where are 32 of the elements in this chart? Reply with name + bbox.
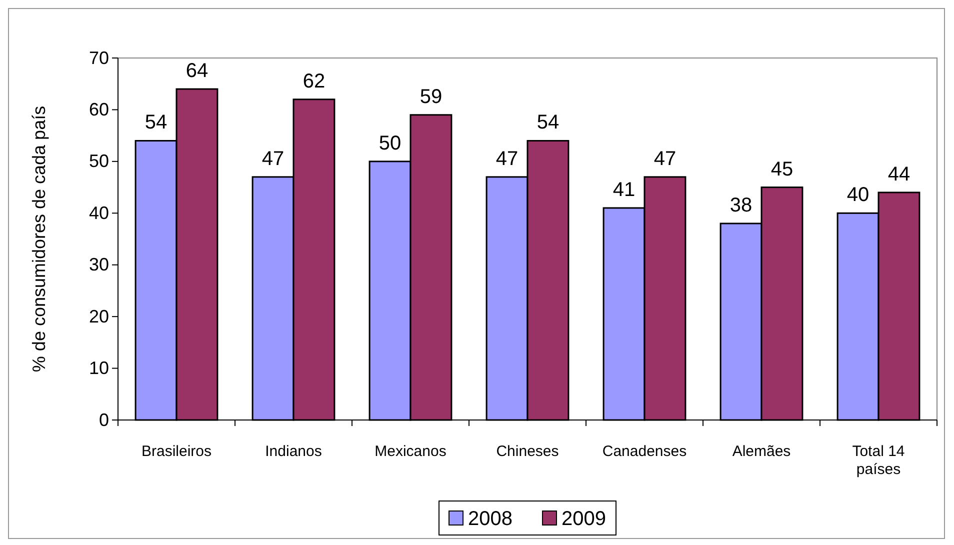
x-tick-label: Chineses [496, 443, 559, 460]
data-label: 54 [536, 112, 560, 134]
data-label: 47 [262, 148, 284, 170]
y-tick-label: 0 [98, 410, 109, 430]
y-tick-label: 50 [88, 151, 109, 172]
x-tick-label: Total 14 países [852, 443, 905, 478]
data-label: 38 [730, 194, 752, 216]
x-tick-label: Brasileiros [141, 443, 212, 460]
x-tick-label: Mexicanos [374, 443, 446, 460]
y-tick-label: 30 [88, 254, 109, 275]
legend-label: 2008 [468, 508, 512, 530]
data-label: 50 [378, 132, 402, 154]
y-tick-label: 70 [88, 48, 109, 68]
x-tick-label: Alemães [732, 443, 791, 460]
x-tick-label: Indianos [265, 443, 322, 460]
data-label: 62 [302, 70, 326, 92]
y-axis-title: % de consumidores de cada país [29, 106, 49, 372]
data-label: 54 [144, 112, 168, 134]
data-label: 64 [186, 60, 208, 82]
legend-label: 2009 [562, 508, 606, 530]
data-label: 47 [496, 148, 518, 170]
data-label: 45 [770, 158, 794, 180]
data-label: 47 [654, 148, 676, 170]
x-tick-label: Canadenses [602, 443, 687, 460]
data-label: 59 [420, 86, 442, 108]
data-label: 44 [888, 163, 910, 186]
y-tick-label: 40 [88, 202, 109, 223]
y-tick-label: 20 [88, 306, 109, 326]
data-label: 40 [846, 184, 870, 206]
y-tick-label: 60 [88, 99, 109, 120]
data-label: 41 [612, 178, 636, 201]
y-tick-label: 10 [88, 358, 109, 378]
